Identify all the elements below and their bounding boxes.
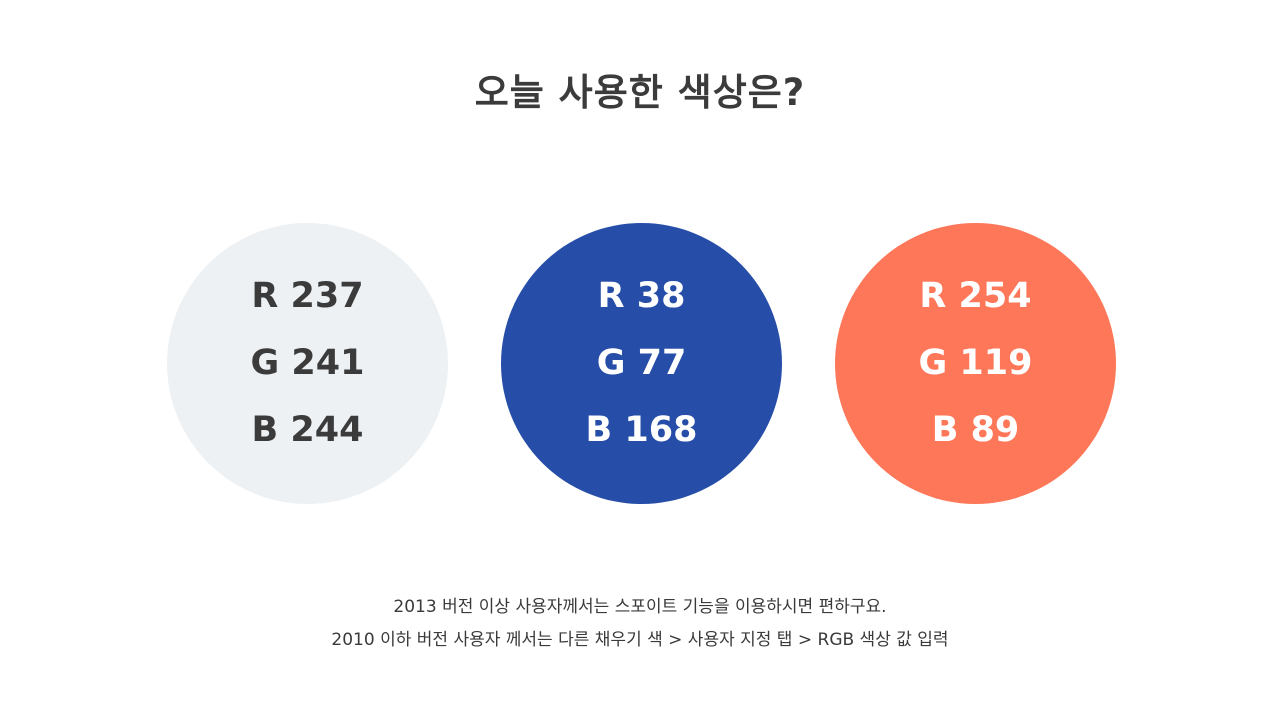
- green-value: G 119: [918, 343, 1033, 383]
- green-value: G 77: [596, 343, 687, 383]
- color-swatch-light-gray: R 237 G 241 B 244: [167, 223, 448, 504]
- note-legacy-version-tip: 2010 이하 버전 사용자 께서는 다른 채우기 색 > 사용자 지정 탭 >…: [331, 630, 949, 650]
- red-value: R 38: [597, 276, 686, 316]
- color-swatch-blue: R 38 G 77 B 168: [501, 223, 782, 504]
- blue-value: B 244: [251, 410, 364, 450]
- page-title: 오늘 사용한 색상은?: [474, 71, 806, 114]
- green-value: G 241: [250, 343, 365, 383]
- blue-value: B 89: [931, 410, 1020, 450]
- note-eyedropper-tip: 2013 버전 이상 사용자께서는 스포이트 기능을 이용하시면 편하구요.: [393, 597, 887, 617]
- red-value: R 237: [251, 276, 364, 316]
- blue-value: B 168: [585, 410, 698, 450]
- red-value: R 254: [919, 276, 1032, 316]
- color-swatch-coral: R 254 G 119 B 89: [835, 223, 1116, 504]
